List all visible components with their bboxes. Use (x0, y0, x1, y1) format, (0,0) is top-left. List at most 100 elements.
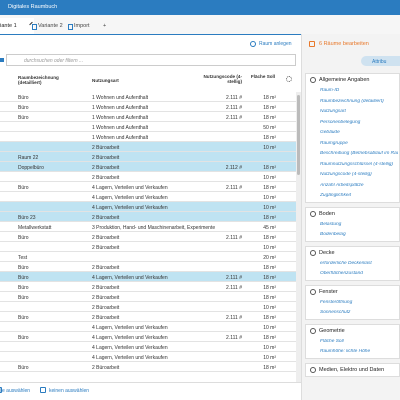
section-title[interactable]: Geometrie (319, 327, 345, 334)
cell-area: 45 m² (263, 224, 276, 231)
attribute-item[interactable]: Bodenbelag (320, 232, 346, 237)
table-row[interactable] (0, 302, 296, 312)
table-row[interactable] (0, 172, 296, 182)
table-row[interactable] (0, 132, 296, 142)
table-row[interactable] (0, 312, 296, 322)
attribute-button[interactable]: Attribu (372, 58, 387, 65)
scroll-thumb[interactable] (297, 95, 300, 175)
section-toggle[interactable] (310, 288, 316, 295)
cell-name: Büro (18, 94, 29, 101)
table-row[interactable] (0, 92, 296, 102)
select-all[interactable]: alle auswählen (0, 388, 31, 394)
attribute-item[interactable]: Raumbezeichnung (detailliert) (320, 98, 384, 104)
table-row[interactable] (0, 242, 296, 252)
select-none[interactable]: keinen auswählen (49, 388, 90, 394)
select-none-icon[interactable] (40, 387, 46, 393)
tab[interactable]: + (103, 23, 107, 29)
table-row[interactable] (0, 322, 296, 332)
cell-use: 2 Büroarbeit (92, 144, 120, 151)
attribute-item[interactable]: Beschreibung (Betriebsablauf im Raum) (320, 151, 398, 156)
cell-use: 4 Lagern, Verteilen und Verkaufen (92, 334, 168, 341)
search-box[interactable] (6, 54, 296, 66)
table-row[interactable] (0, 342, 296, 352)
section-toggle[interactable] (310, 210, 316, 217)
table-row[interactable] (0, 202, 296, 212)
table-row[interactable] (0, 122, 296, 132)
attribute-item[interactable]: Zugänglichkeit (320, 193, 351, 198)
table-row[interactable] (0, 332, 296, 342)
attribute-item[interactable]: Nutzungscode (4-stellig) (320, 172, 372, 177)
table-row[interactable] (0, 352, 296, 362)
table-row[interactable] (0, 212, 296, 222)
cell-name: Büro (18, 264, 29, 271)
column-header[interactable]: Raumbezeichnung (detailliert) (18, 75, 59, 85)
column-header[interactable]: Nutzungsart (92, 78, 119, 83)
scrollbar[interactable] (296, 92, 301, 382)
cell-use: 2 Büroarbeit (92, 154, 120, 161)
table-row[interactable] (0, 282, 296, 292)
section-title[interactable]: Fenster (319, 288, 338, 295)
cell-use: 1 Wohnen und Aufenthalt (92, 114, 149, 121)
attribute-item[interactable]: Anzahl Arbeitsplätze (320, 182, 364, 188)
table-row[interactable] (0, 232, 296, 242)
table-row[interactable] (0, 262, 296, 272)
settings-icon[interactable] (286, 76, 292, 82)
cell-name: Büro (18, 234, 29, 241)
tab[interactable]: Variante 2 (38, 23, 63, 29)
attribute-item[interactable]: Fensteröffnung (320, 299, 353, 305)
attribute-button-bg[interactable] (361, 56, 400, 66)
cell-name: Büro (18, 284, 29, 291)
attribute-item[interactable]: Raumnutzungsschlüssel (4-stellig) (320, 161, 394, 167)
attribute-item[interactable]: Personenbelegung (320, 119, 361, 125)
table-row[interactable] (0, 222, 296, 232)
tab[interactable]: Variante 1 (0, 23, 17, 29)
cell-area: 18 m² (263, 134, 276, 141)
cell-code: 2.112 # (225, 164, 242, 171)
column-header[interactable]: Fläche Soll (250, 74, 276, 79)
table-row[interactable] (0, 272, 296, 282)
attribute-item[interactable]: Belastung (320, 221, 342, 227)
table-row[interactable] (0, 142, 296, 152)
table-row[interactable] (0, 292, 296, 302)
section-title[interactable]: Boden (319, 210, 335, 217)
column-header[interactable]: Nutzungscode (4-stellig) (203, 74, 242, 84)
add-room-button[interactable]: Raum anlegen (259, 41, 292, 47)
cell-area: 18 m² (263, 284, 276, 291)
attribute-item[interactable]: Raum-ID (320, 88, 340, 93)
attribute-item[interactable]: Gebäude (320, 130, 340, 135)
attribute-item[interactable]: Oberflächenzustand (320, 271, 363, 276)
table-row[interactable] (0, 152, 296, 162)
cell-area: 18 m² (263, 234, 276, 241)
table-row[interactable] (0, 162, 296, 172)
cell-area: 18 m² (263, 214, 276, 221)
attribute-item[interactable]: Raumhöhe: lichte Höhe (320, 349, 371, 354)
section-title[interactable]: Medien, Elektro und Daten (319, 366, 385, 373)
attribute-item[interactable]: Nutzungsart (320, 109, 346, 114)
section-toggle[interactable] (310, 327, 316, 334)
attribute-item[interactable]: Sonnenschutz (320, 310, 351, 315)
select-all-icon[interactable] (0, 387, 2, 393)
attribute-item[interactable]: Raumgruppe (320, 140, 348, 146)
table-row[interactable] (0, 192, 296, 202)
section-title[interactable]: Allgemeine Angaben (319, 77, 370, 83)
section-toggle[interactable] (310, 249, 316, 256)
table-row[interactable] (0, 112, 296, 122)
section-title[interactable]: Decke (319, 249, 335, 256)
section-toggle[interactable] (310, 77, 316, 83)
cell-use: 4 Lagern, Verteilen und Verkaufen (92, 354, 168, 361)
cell-area: 10 m² (263, 194, 276, 201)
filter-icon[interactable] (0, 58, 4, 62)
attribute-item[interactable]: erforderliche Deckenlast (320, 260, 372, 266)
cell-use: 4 Lagern, Verteilen und Verkaufen (92, 184, 168, 191)
table-row[interactable] (0, 102, 296, 112)
cell-area: 10 m² (263, 204, 276, 211)
section-toggle[interactable] (310, 366, 316, 373)
cell-name: Büro (18, 334, 29, 341)
table-row[interactable] (0, 252, 296, 262)
table-row[interactable] (0, 362, 296, 372)
attribute-item[interactable]: Fläche Soll (320, 338, 344, 344)
tab[interactable]: Import (74, 23, 90, 29)
table-row[interactable] (0, 182, 296, 192)
add-icon[interactable] (250, 41, 256, 47)
cell-area: 10 m² (263, 144, 276, 151)
